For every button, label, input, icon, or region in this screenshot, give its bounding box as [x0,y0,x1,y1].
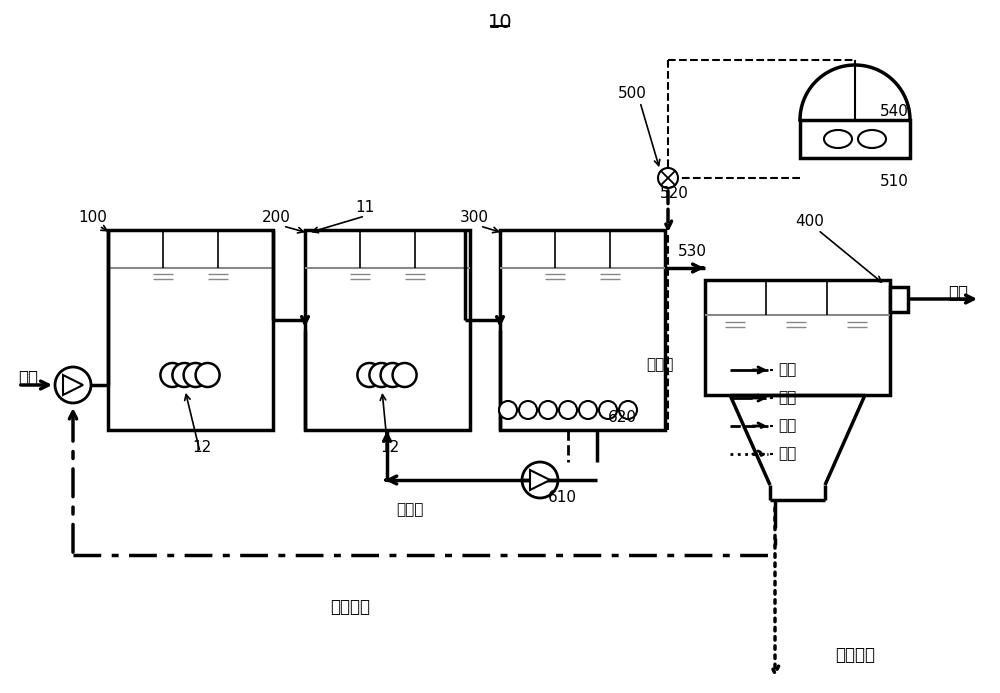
Circle shape [658,168,678,188]
Text: 污泥回流: 污泥回流 [330,598,370,616]
Text: 12: 12 [380,441,399,455]
Text: 620: 620 [608,410,637,426]
Circle shape [539,401,557,419]
Circle shape [499,401,517,419]
Circle shape [184,363,208,387]
Polygon shape [63,375,83,395]
Text: 520: 520 [660,186,689,200]
Text: 空气: 空气 [778,446,796,462]
Text: 污泥: 污泥 [778,390,796,405]
Circle shape [559,401,577,419]
Circle shape [393,363,417,387]
Text: 200: 200 [262,211,291,225]
Text: 排泥口: 排泥口 [646,358,674,373]
Text: 300: 300 [460,211,489,225]
Bar [500,230,665,430]
Circle shape [160,363,184,387]
Bar [800,120,910,158]
Text: 11: 11 [355,200,374,216]
Circle shape [619,401,637,419]
Bar [705,280,890,395]
Circle shape [369,363,393,387]
Circle shape [522,462,558,498]
Ellipse shape [858,130,886,148]
Text: 污水: 污水 [778,362,796,378]
Text: 530: 530 [678,245,707,259]
Ellipse shape [824,130,852,148]
Text: 药剂: 药剂 [778,419,796,434]
Text: 10: 10 [488,12,512,31]
Text: 100: 100 [78,211,107,225]
Bar [305,230,470,430]
Bar [108,230,273,430]
Circle shape [519,401,537,419]
Text: 500: 500 [618,85,647,100]
Text: 污泥外排: 污泥外排 [835,646,875,664]
Text: 12: 12 [192,441,211,455]
Text: 540: 540 [880,105,909,119]
Text: 400: 400 [795,215,824,229]
Text: 510: 510 [880,175,909,189]
Circle shape [357,363,381,387]
Circle shape [55,367,91,403]
Circle shape [196,363,220,387]
Text: 内回流: 内回流 [396,502,424,518]
Circle shape [172,363,196,387]
Polygon shape [530,470,550,490]
Text: 610: 610 [548,491,577,505]
Text: 出水: 出水 [948,284,968,302]
Circle shape [381,363,405,387]
Bar [890,287,908,312]
Circle shape [599,401,617,419]
Text: 进水: 进水 [18,369,38,387]
Circle shape [579,401,597,419]
